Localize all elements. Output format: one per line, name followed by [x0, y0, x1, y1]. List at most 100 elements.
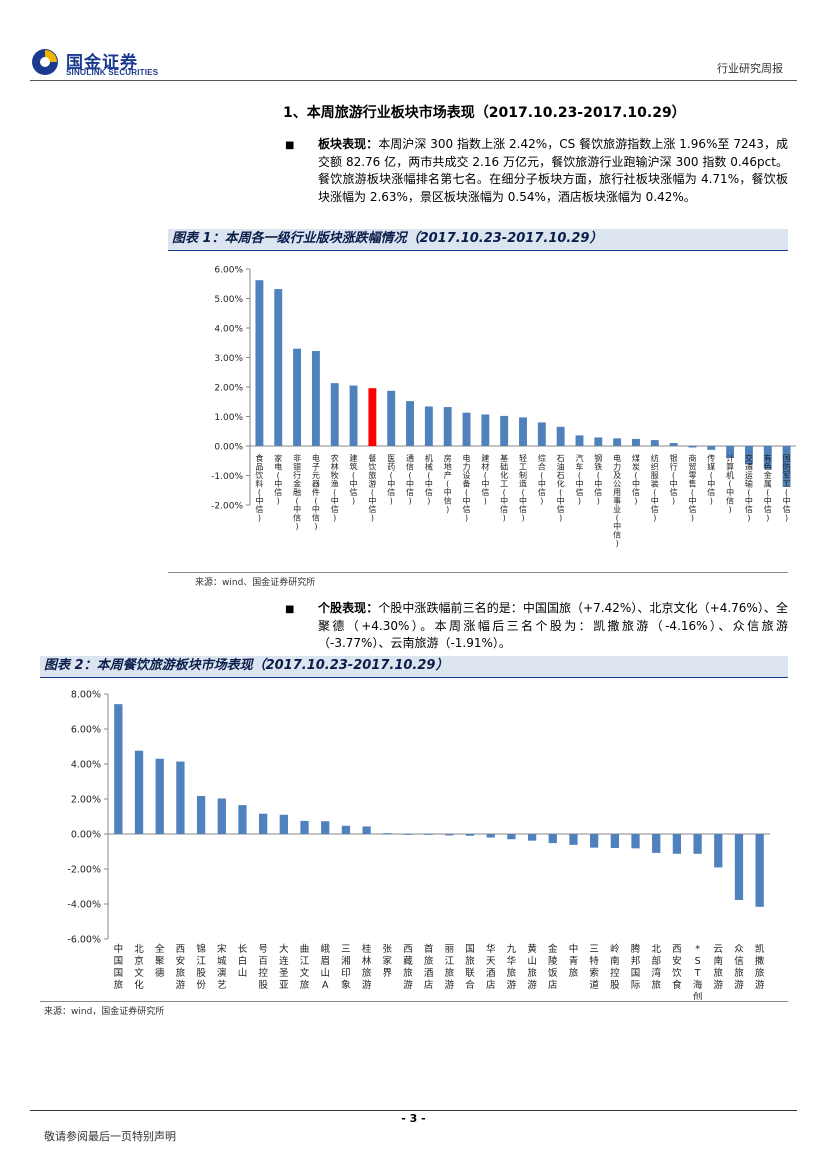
x-category-label: 医药(中信) [387, 454, 395, 506]
figure-1-source: 来源：wind、国金证券研究所 [195, 578, 316, 588]
x-category-label: 三特索道 [589, 944, 599, 991]
x-category-label: 中国国旅 [114, 943, 124, 991]
x-category-label: 机械(中信) [425, 453, 433, 506]
x-category-label: 电力设备(中信) [463, 453, 471, 523]
x-category-label: 西安旅游 [176, 944, 186, 991]
bullet-square-icon: ■ [285, 604, 295, 615]
bar [631, 834, 640, 849]
bar [406, 401, 414, 446]
bar [445, 834, 454, 836]
bar [652, 834, 661, 853]
x-category-label: 岭南控股 [610, 943, 620, 991]
x-category-label: 轻工制造(中信) [519, 453, 527, 523]
y-tick-label: 1.00% [214, 413, 243, 423]
bar [255, 280, 264, 446]
bar [726, 446, 735, 458]
x-category-label: 丽江旅游 [445, 944, 455, 991]
tourism-stock-performance-chart: -6.00% -4.00% -2.00% 0.00% 2.00% 4.00% 6.00% 8.… [67, 690, 770, 1000]
bar [274, 289, 283, 446]
x-category-label: 银行(中信) [670, 453, 678, 506]
bar [590, 834, 599, 848]
y-tick-label: 8.00% [71, 690, 101, 701]
bar [330, 383, 339, 446]
bar [610, 834, 619, 848]
bar [507, 834, 516, 840]
bar [763, 446, 772, 470]
bar [548, 834, 557, 844]
y-tick-label: 4.00% [71, 760, 101, 771]
sector-performance-text: 本周沪深 300 指数上涨 2.42%，CS 餐饮旅游指数上涨 1.96%至 7… [318, 137, 788, 204]
x-category-label: 综合(中信) [538, 453, 546, 506]
x-category-label: 餐饮旅游(中信) [368, 454, 376, 523]
bar [387, 390, 396, 446]
y-tick-label: 5.00% [214, 295, 243, 305]
y-tick-label: -1.00% [211, 472, 243, 482]
company-logo-english: SINOLINK SECURITIES [66, 68, 159, 77]
bar [341, 825, 351, 834]
x-category-label: 全聚德 [155, 943, 165, 979]
bar [300, 820, 309, 834]
bar [613, 438, 622, 446]
bar [403, 834, 413, 835]
bar [134, 750, 144, 834]
x-category-label: 房地产(中信) [444, 453, 452, 514]
bar [688, 446, 697, 448]
bar [714, 834, 723, 868]
x-category-label: 华天酒店 [486, 943, 496, 991]
y-tick-label: 3.00% [214, 354, 243, 364]
bar [311, 351, 320, 446]
report-type: 行业研究周报 [717, 62, 783, 75]
x-category-label: 北京文化 [134, 944, 144, 991]
y-tick-label: 6.00% [214, 266, 243, 276]
x-category-label: 通信(中信) [406, 453, 414, 506]
stock-performance-text: 个股中涨跌幅前三名的是：中国国旅（+7.42%）、北京文化（+4.76%）、全聚… [318, 601, 788, 650]
x-category-label: 农林牧渔(中信) [331, 453, 339, 523]
bar [744, 446, 753, 465]
bar-highlighted [368, 388, 377, 446]
x-category-label: 建材(中信) [481, 453, 489, 506]
bar [424, 406, 433, 446]
x-category-label: 九华旅游 [507, 943, 517, 991]
x-category-label: 云南旅游 [714, 944, 724, 991]
x-category-label: 曲江文旅 [300, 944, 310, 991]
y-tick-label: 0.00% [71, 830, 101, 841]
bar [238, 805, 247, 834]
bar [650, 440, 659, 446]
bar [279, 814, 288, 834]
page-number: - 3 - [401, 1112, 426, 1125]
bar [321, 821, 330, 834]
x-category-label: *ST海创A [693, 944, 703, 1000]
x-category-label: 交通运输(中信) [745, 453, 753, 523]
y-tick-label: 6.00% [71, 725, 101, 736]
sinolink-logo-icon [32, 49, 58, 75]
x-category-label: 中青旅 [569, 943, 579, 979]
sector-performance-paragraph: 板块表现：本周沪深 300 指数上涨 2.42%，CS 餐饮旅游指数上涨 1.9… [318, 136, 788, 206]
bar [594, 437, 603, 446]
x-category-label: 众信旅游 [734, 944, 744, 991]
x-category-label: 金陵饭店 [548, 943, 558, 991]
figure-2-source: 来源：wind，国金证券研究所 [44, 1007, 165, 1017]
y-tick-label: 2.00% [71, 795, 101, 806]
x-category-label: 张家界 [383, 944, 393, 979]
bar [734, 834, 744, 900]
bar [569, 834, 578, 845]
x-category-label: 建筑(中信) [350, 453, 358, 506]
x-category-label: 大连圣亚 [279, 943, 289, 991]
figure-1-bottom-rule [168, 572, 788, 573]
bar [462, 412, 471, 446]
figure-2-title: 图表 2：本周餐饮旅游板块市场表现（2017.10.23-2017.10.29） [40, 656, 788, 678]
bar [707, 446, 716, 450]
x-category-label: 有色金属(中信) [764, 453, 772, 523]
x-category-label: 食品饮料(中信) [255, 453, 263, 523]
x-category-label: 纺织服装(中信) [651, 453, 659, 523]
bar [293, 348, 302, 446]
bar [481, 414, 490, 446]
x-category-label: 三湘印象 [341, 944, 351, 991]
y-tick-label: 4.00% [214, 325, 243, 335]
industry-performance-chart: -2.00% -1.00% 0.00% 1.00% 2.00% 3.00% 4.00% 5.0… [211, 266, 796, 548]
x-category-label: 家电(中信) [274, 453, 282, 506]
bar [782, 446, 791, 487]
bar [575, 435, 584, 446]
bar [155, 758, 164, 834]
figure-1-title: 图表 1：本周各一级行业版块涨跌幅情况（2017.10.23-2017.10.2… [168, 229, 788, 251]
